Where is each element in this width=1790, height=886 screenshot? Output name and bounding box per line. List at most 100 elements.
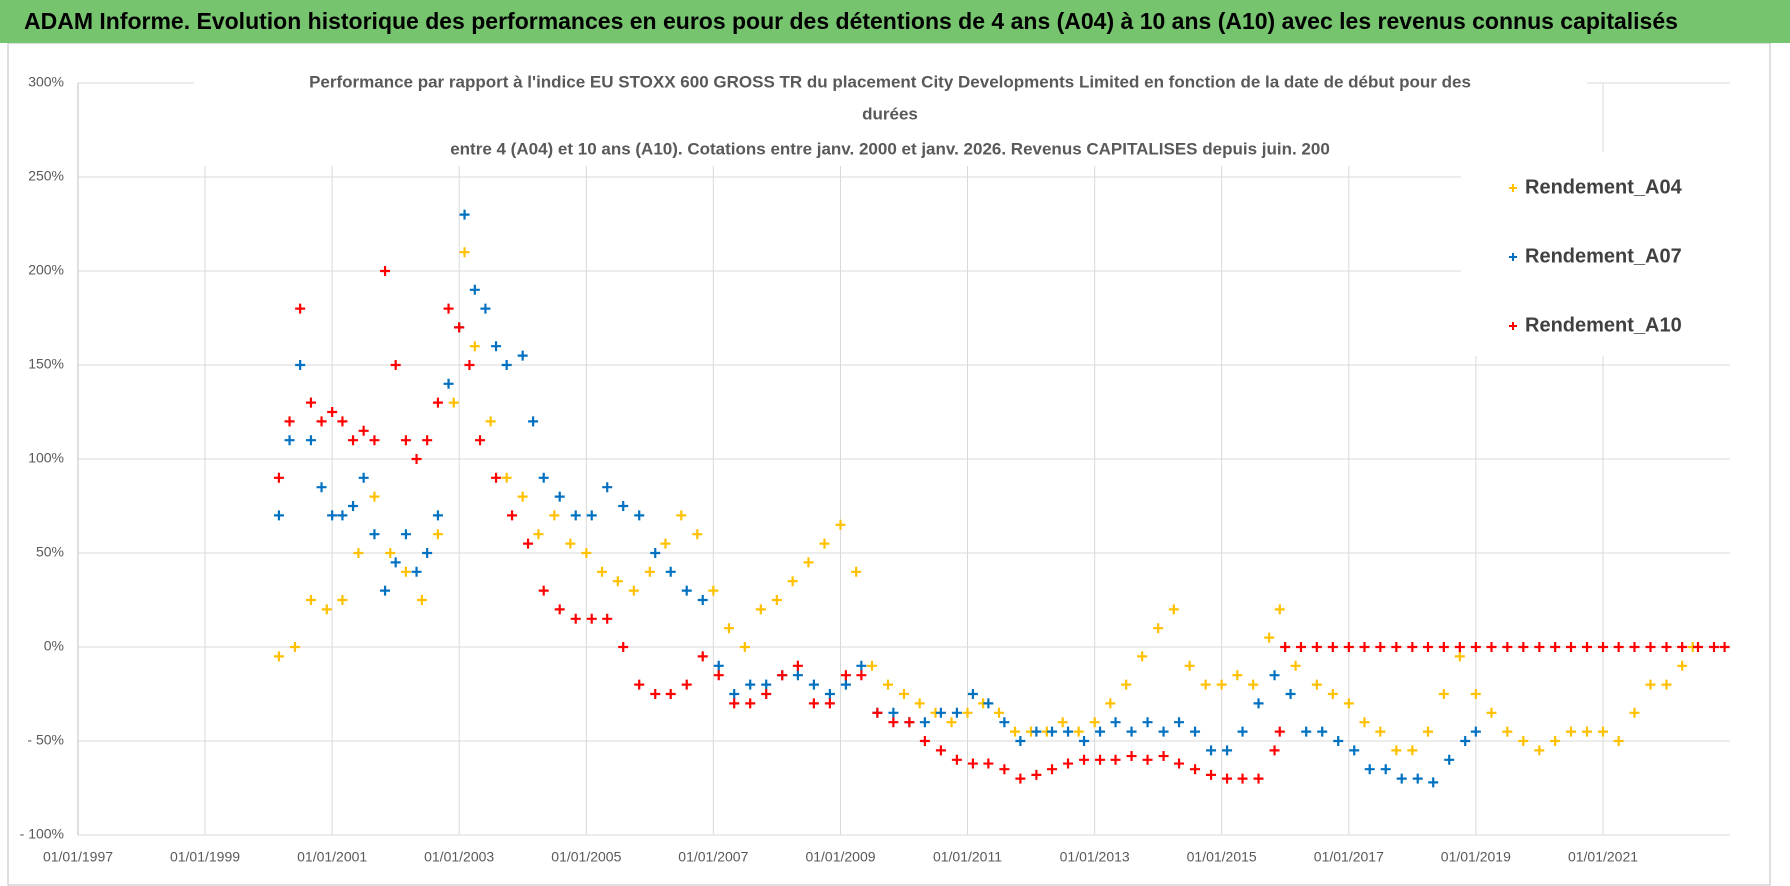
point [888, 707, 899, 718]
point [528, 416, 539, 427]
point [1137, 651, 1148, 662]
point [1470, 726, 1481, 737]
chart-title: durées [862, 104, 918, 123]
point [761, 689, 772, 699]
point [1454, 651, 1465, 662]
point [432, 397, 443, 408]
point [951, 707, 962, 718]
point [1502, 726, 1513, 737]
point [454, 322, 465, 333]
point [1317, 726, 1328, 737]
point [935, 707, 946, 718]
point [612, 576, 623, 587]
point [549, 510, 560, 521]
point [1375, 726, 1386, 737]
point [856, 670, 867, 681]
point [946, 717, 957, 728]
point [999, 764, 1010, 775]
point [1613, 642, 1624, 652]
point [1063, 758, 1074, 769]
point [390, 557, 401, 568]
point [459, 209, 470, 220]
point [1613, 736, 1624, 746]
x-tick-label: 01/01/1999 [170, 849, 240, 865]
legend-marker [1509, 322, 1517, 330]
point [1692, 642, 1703, 652]
point [1311, 642, 1322, 652]
point [904, 717, 915, 728]
point [1174, 717, 1185, 728]
point [999, 717, 1010, 728]
point [554, 604, 565, 615]
point [1126, 751, 1137, 762]
point [422, 548, 433, 558]
y-tick-label: 250% [28, 168, 64, 184]
point [650, 548, 661, 558]
point [644, 566, 655, 577]
point [713, 660, 724, 671]
point [475, 435, 486, 446]
point [358, 425, 369, 436]
point [835, 519, 846, 530]
point [1502, 642, 1513, 652]
point [1079, 736, 1090, 746]
point [697, 595, 708, 605]
point [1269, 670, 1280, 681]
point [602, 613, 613, 624]
point [914, 698, 925, 709]
x-tick-label: 01/01/2013 [1060, 849, 1130, 865]
point [380, 266, 391, 276]
point [596, 566, 607, 577]
point [586, 510, 597, 521]
point [824, 689, 835, 699]
marks [273, 209, 1730, 788]
point [1200, 679, 1211, 690]
point [1031, 726, 1042, 737]
legend-marker [1509, 253, 1517, 261]
point [962, 707, 973, 718]
point [327, 407, 338, 417]
point [628, 585, 639, 596]
point [824, 698, 835, 709]
point [316, 482, 327, 493]
point [443, 303, 454, 314]
point [1438, 689, 1449, 699]
y-tick-label: - 100% [20, 826, 64, 842]
point [1110, 754, 1121, 765]
point [1190, 764, 1201, 775]
point [533, 529, 544, 540]
point [1232, 670, 1243, 681]
point [1349, 745, 1360, 756]
point [1110, 717, 1121, 728]
point [1444, 754, 1455, 765]
point [554, 491, 565, 502]
point [1343, 642, 1354, 652]
y-tick-label: 0% [44, 638, 64, 654]
point [840, 670, 851, 681]
point [485, 416, 496, 427]
point [1073, 726, 1084, 737]
point [337, 595, 348, 605]
point [1253, 773, 1264, 784]
point [919, 717, 930, 728]
point [538, 585, 549, 596]
point [1391, 642, 1402, 652]
point [305, 435, 316, 446]
point [295, 360, 306, 370]
point [337, 510, 348, 521]
point [1158, 751, 1169, 762]
point [1095, 754, 1106, 765]
point [1629, 642, 1640, 652]
point [411, 454, 422, 464]
point [1274, 604, 1285, 615]
point [665, 566, 676, 577]
point [295, 303, 306, 314]
y-tick-label: 150% [28, 356, 64, 372]
point [1534, 642, 1545, 652]
point [369, 435, 380, 446]
legend-background [1461, 152, 1730, 356]
x-tick-label: 01/01/2011 [933, 849, 1002, 865]
point [1438, 642, 1449, 652]
point [400, 529, 411, 540]
